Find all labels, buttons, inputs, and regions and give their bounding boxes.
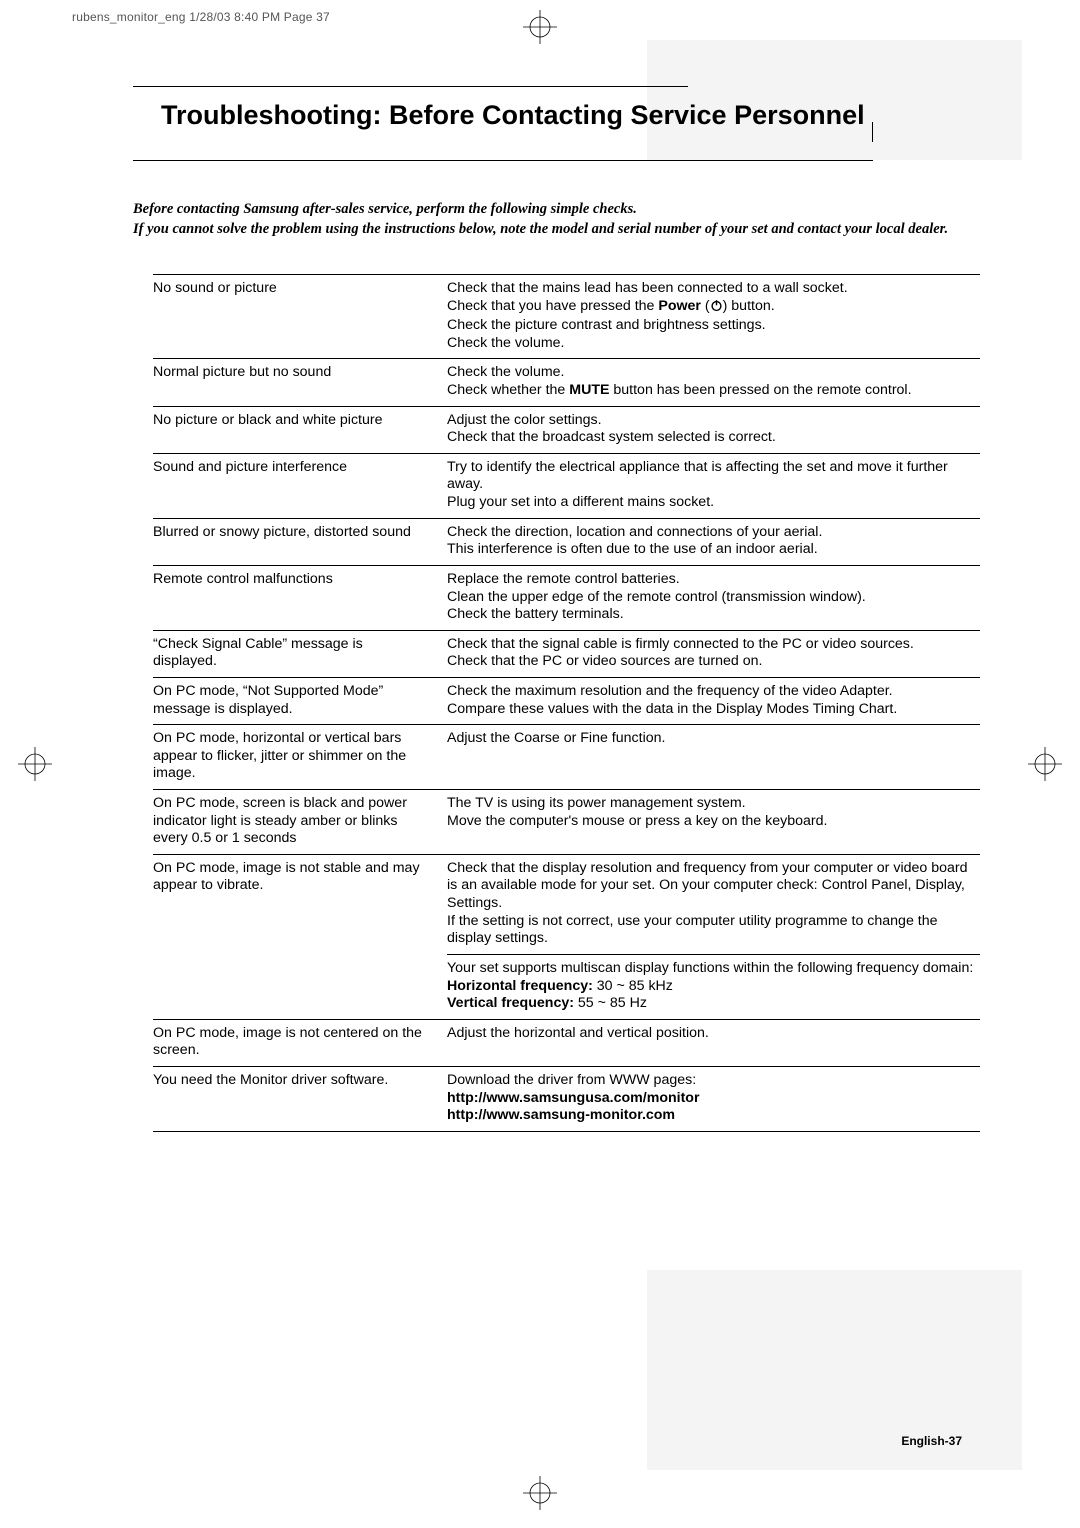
problem-cell: No sound or picture xyxy=(153,280,447,352)
solution-cell: Check the volume.Check whether the MUTE … xyxy=(447,364,980,399)
problem-cell: “Check Signal Cable” message is displaye… xyxy=(153,636,447,671)
problem-cell: You need the Monitor driver software. xyxy=(153,1072,447,1125)
problem-cell: Normal picture but no sound xyxy=(153,364,447,399)
title-rule-bottom xyxy=(133,141,873,161)
solution-cell: Adjust the horizontal and vertical posit… xyxy=(447,1025,980,1060)
troubleshooting-table: No sound or pictureCheck that the mains … xyxy=(153,274,980,1132)
registration-mark-left xyxy=(18,747,52,781)
solution-cell: Check the direction, location and connec… xyxy=(447,524,980,559)
title-rule-stub xyxy=(872,122,873,142)
problem-cell: No picture or black and white picture xyxy=(153,412,447,447)
table-row: On PC mode, screen is black and power in… xyxy=(153,789,980,854)
table-row: No picture or black and white pictureAdj… xyxy=(153,406,980,453)
table-row: Remote control malfunctionsReplace the r… xyxy=(153,565,980,630)
problem-cell: Sound and picture interference xyxy=(153,459,447,512)
table-row: On PC mode, image is not stable and may … xyxy=(153,854,980,1019)
problem-cell: On PC mode, “Not Supported Mode” message… xyxy=(153,683,447,718)
registration-mark-right xyxy=(1028,747,1062,781)
table-row: Sound and picture interferenceTry to ide… xyxy=(153,453,980,518)
registration-mark-bottom xyxy=(523,1476,557,1510)
table-row: Blurred or snowy picture, distorted soun… xyxy=(153,518,980,565)
problem-cell: On PC mode, image is not stable and may … xyxy=(153,860,447,1013)
solution-cell: Check that the mains lead has been conne… xyxy=(447,280,980,352)
solution-cell: Check that the display resolution and fr… xyxy=(447,860,980,1013)
problem-cell: Remote control malfunctions xyxy=(153,571,447,624)
solution-cell: Download the driver from WWW pages:http:… xyxy=(447,1072,980,1125)
page-title: Troubleshooting: Before Contacting Servi… xyxy=(133,86,980,141)
problem-cell: On PC mode, image is not centered on the… xyxy=(153,1025,447,1060)
title-rule-top xyxy=(133,86,688,87)
intro-text: Before contacting Samsung after-sales se… xyxy=(133,200,980,239)
solution-cell: Check the maximum resolution and the fre… xyxy=(447,683,980,718)
problem-cell: Blurred or snowy picture, distorted soun… xyxy=(153,524,447,559)
solution-cell: Adjust the Coarse or Fine function. xyxy=(447,730,980,783)
table-row: On PC mode, “Not Supported Mode” message… xyxy=(153,677,980,724)
intro-line-2: If you cannot solve the problem using th… xyxy=(133,221,948,237)
solution-cell: Replace the remote control batteries.Cle… xyxy=(447,571,980,624)
intro-line-1: Before contacting Samsung after-sales se… xyxy=(133,201,637,217)
table-row: “Check Signal Cable” message is displaye… xyxy=(153,630,980,677)
table-row: Normal picture but no soundCheck the vol… xyxy=(153,358,980,405)
table-row: You need the Monitor driver software.Dow… xyxy=(153,1066,980,1132)
solution-cell: The TV is using its power management sys… xyxy=(447,795,980,848)
decorative-grey-band-bottom xyxy=(647,1270,1022,1470)
solution-cell: Try to identify the electrical appliance… xyxy=(447,459,980,512)
table-row: No sound or pictureCheck that the mains … xyxy=(153,274,980,358)
page-number: English-37 xyxy=(901,1434,962,1448)
table-row: On PC mode, horizontal or vertical bars … xyxy=(153,724,980,789)
table-row: On PC mode, image is not centered on the… xyxy=(153,1019,980,1066)
problem-cell: On PC mode, horizontal or vertical bars … xyxy=(153,730,447,783)
registration-mark-top xyxy=(523,10,557,44)
title-block: Troubleshooting: Before Contacting Servi… xyxy=(133,86,980,161)
solution-cell: Check that the signal cable is firmly co… xyxy=(447,636,980,671)
problem-cell: On PC mode, screen is black and power in… xyxy=(153,795,447,848)
print-header: rubens_monitor_eng 1/28/03 8:40 PM Page … xyxy=(72,10,330,24)
solution-cell: Adjust the color settings.Check that the… xyxy=(447,412,980,447)
